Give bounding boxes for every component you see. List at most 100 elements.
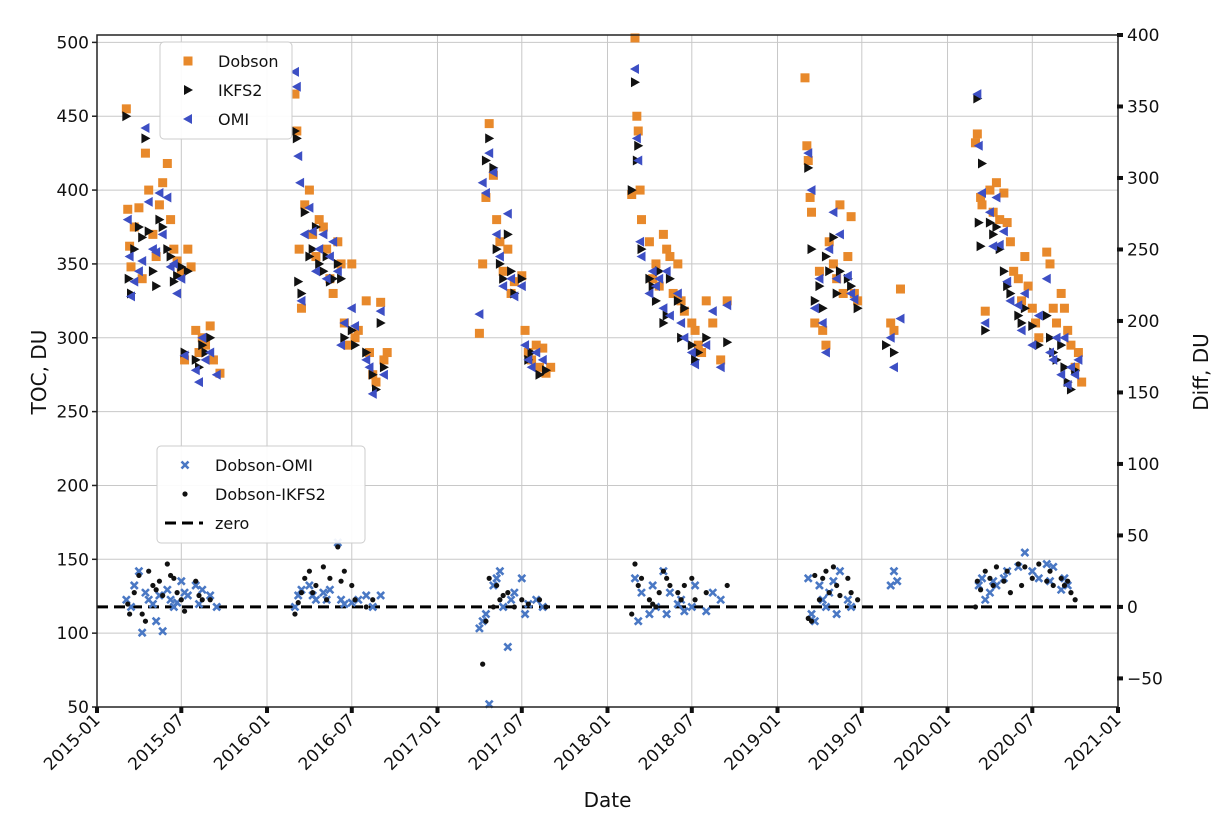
ikfs2-point (835, 266, 845, 277)
ikfs2-point (680, 303, 690, 314)
dobson-omi-point (503, 642, 513, 652)
dobson-omi-point (311, 595, 321, 605)
omi-point (314, 244, 324, 255)
y-tick-label: 400 (57, 181, 89, 201)
ikfs2-point (637, 244, 647, 255)
dobson-ikfs2-point (987, 575, 993, 581)
y-tick-label: 100 (57, 624, 89, 644)
dobson-omi-point (846, 602, 856, 612)
dobson-omi-point (517, 573, 527, 583)
dobson-omi-point (679, 606, 689, 616)
omi-point (295, 177, 305, 188)
ikfs2-point (687, 340, 697, 351)
omi-point (516, 281, 526, 292)
omi-point (157, 229, 167, 240)
y-tick-label: 200 (57, 476, 89, 496)
dobson-omi-point (645, 609, 654, 619)
omi-point (491, 229, 501, 240)
omi-point (1013, 300, 1023, 311)
dobson-ikfs2-point (820, 575, 826, 581)
omi-point (205, 347, 215, 358)
dobson-point (140, 148, 150, 158)
omi-point (831, 273, 841, 284)
dobson-point (889, 325, 899, 335)
dobson-point (322, 244, 332, 254)
dobson-ikfs2-point (653, 604, 659, 610)
dobson-point (838, 288, 848, 298)
x-tick-label: 2021-01 (1061, 710, 1125, 774)
dobson-point (169, 244, 179, 254)
dobson-omi-point (183, 591, 193, 600)
dobson-point (176, 266, 186, 276)
ikfs2-point (138, 232, 148, 243)
omi-point (520, 340, 530, 351)
dobson-point (158, 178, 168, 188)
ikfs2-point (1028, 320, 1038, 331)
y2-tick (1117, 318, 1123, 323)
dobson-omi-point (361, 591, 371, 600)
dobson-omi-point (148, 599, 158, 609)
omi-point (509, 291, 519, 302)
dobson-point (166, 215, 176, 225)
dobson-point (183, 244, 193, 254)
ikfs2-point (821, 251, 831, 262)
dobson-point (481, 192, 491, 202)
ikfs2-point (1014, 310, 1024, 321)
dobson-point (546, 362, 556, 372)
dobson-ikfs2-point (1015, 561, 1021, 567)
dobson-point (495, 237, 505, 247)
omi-point (129, 276, 139, 287)
ikfs2-point (305, 251, 315, 262)
dobson-ikfs2-point (292, 611, 298, 617)
y2-tick (1117, 676, 1123, 681)
dobson-ikfs2-point (675, 590, 681, 596)
dobson-ikfs2-point (837, 592, 843, 599)
ikfs2-point (290, 126, 300, 136)
dobson-omi-point (376, 591, 386, 600)
y2-tick (1117, 104, 1123, 109)
dobson-point (151, 252, 161, 262)
omi-point (133, 266, 143, 277)
dobson-point (343, 340, 353, 350)
y-tick-label: 250 (57, 403, 89, 423)
ikfs2-point (973, 93, 983, 104)
omi-point (293, 151, 303, 162)
ikfs2-point (489, 162, 499, 173)
dobson-omi-point (129, 581, 139, 590)
omi-point (820, 347, 830, 358)
y2-tick-label: 50 (1127, 526, 1149, 546)
omi-point (701, 340, 711, 351)
dobson-omi-point (492, 573, 502, 583)
dobson-omi-point (648, 581, 658, 590)
omi-point (1019, 288, 1029, 299)
omi-point (803, 148, 813, 159)
ikfs2-point (535, 369, 545, 380)
dobson-ikfs2-point (834, 582, 840, 589)
legend-top: Dobson IKFS2 OMI (159, 41, 293, 140)
ikfs2-point (1057, 340, 1067, 351)
dobson-point (1027, 303, 1037, 313)
dobson-omi-point (481, 609, 491, 619)
ikfs2-point (542, 365, 552, 376)
y2-tick (1117, 175, 1123, 180)
omi-point (1056, 369, 1066, 380)
dobson-point (492, 215, 502, 225)
ikfs2-point (976, 241, 986, 252)
dobson-point (296, 303, 306, 313)
legend-marker-omi (183, 114, 192, 124)
dobson-point (1002, 218, 1012, 228)
dobson-ikfs2-point (629, 611, 635, 617)
ikfs2-point (627, 185, 637, 196)
dobson-point (824, 237, 834, 247)
dobson-ikfs2-point (812, 572, 818, 579)
dobson-point (805, 192, 815, 202)
ikfs2-point (1006, 288, 1016, 299)
omi-point (307, 226, 317, 237)
dobson-ikfs2-point (136, 572, 142, 579)
dobson-point (632, 111, 642, 121)
ikfs2-point (517, 273, 527, 284)
dobson-ikfs2-point (505, 590, 511, 596)
dobson-point (995, 215, 1005, 225)
ikfs2-point (155, 214, 165, 225)
omi-point (658, 303, 668, 314)
